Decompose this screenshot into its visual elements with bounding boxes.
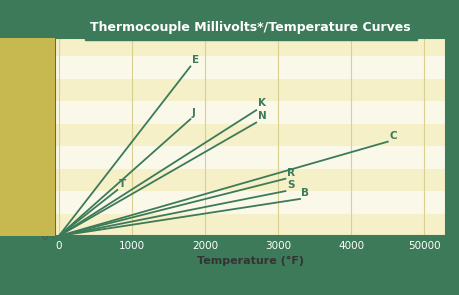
Bar <box>55 56 445 79</box>
Text: T: T <box>118 179 126 189</box>
Y-axis label: Millivolts: Millivolts <box>22 109 32 165</box>
Text: J: J <box>191 108 196 118</box>
Title: Thermocouple Millivolts*/Temperature Curves: Thermocouple Millivolts*/Temperature Cur… <box>90 22 410 35</box>
Text: R: R <box>286 168 294 178</box>
Text: B: B <box>301 188 309 198</box>
Bar <box>55 101 445 124</box>
Text: E: E <box>191 55 199 65</box>
Bar <box>55 146 445 169</box>
X-axis label: Temperature (°F): Temperature (°F) <box>197 256 303 266</box>
Text: N: N <box>257 112 266 122</box>
Bar <box>55 191 445 214</box>
Text: S: S <box>286 180 294 190</box>
Text: K: K <box>257 98 265 108</box>
Text: C: C <box>388 131 396 140</box>
